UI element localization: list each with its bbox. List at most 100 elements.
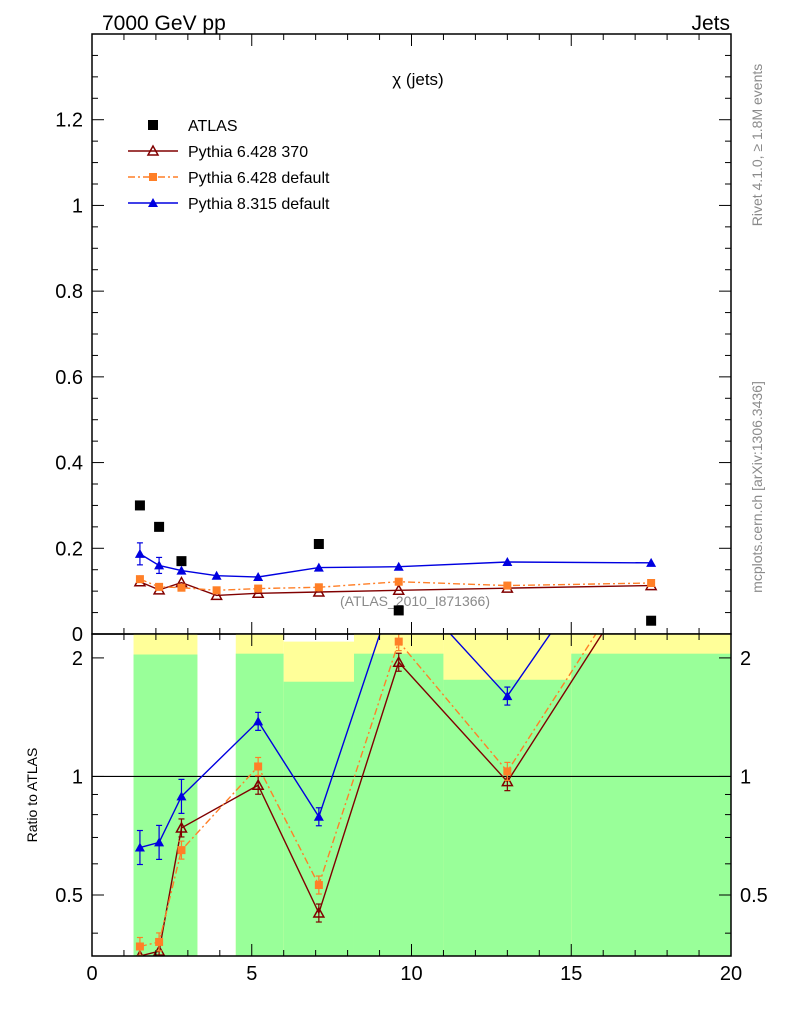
data-point xyxy=(314,583,323,592)
legend-marker xyxy=(148,198,158,207)
legend-entry: Pythia 6.428 370 xyxy=(128,144,308,161)
ratio-y-tick-label-left: 1 xyxy=(72,766,83,788)
main-panel: 0 0.2 0.4 0.6 0.8 1 1.2 (ATLAS_2010_I871366) χ… xyxy=(55,33,732,646)
ratio-point xyxy=(503,767,512,776)
ratio-point xyxy=(251,778,265,790)
data-point xyxy=(253,572,264,581)
data-point xyxy=(392,583,405,596)
ratio-point xyxy=(154,837,165,847)
main-plot-area xyxy=(92,34,731,634)
process-label: Jets xyxy=(691,12,730,35)
data-point xyxy=(134,500,145,511)
ratio-y-tick-labels: 0.5 0.5 1 1 2 2 xyxy=(55,648,768,907)
ratio-point xyxy=(392,655,405,667)
data-point xyxy=(154,560,165,570)
data-point xyxy=(393,605,404,616)
x-tick-label: 15 xyxy=(560,963,582,985)
ratio-point xyxy=(314,881,323,890)
ratio-y-tick-label-right: 0.5 xyxy=(740,885,768,907)
data-point xyxy=(313,539,324,549)
ratio-point xyxy=(134,842,145,852)
main-y-tick-labels: 0 0.2 0.4 0.6 0.8 1 1.2 xyxy=(55,110,83,646)
ratio-point xyxy=(313,811,324,821)
ratio-point xyxy=(176,791,187,801)
data-point xyxy=(176,565,187,575)
ratio-y-tick-label-left: 0.5 xyxy=(55,885,83,907)
uncertainty-bands xyxy=(133,634,731,956)
x-tick-label: 0 xyxy=(86,963,97,985)
data-point xyxy=(212,586,221,595)
main-y-tick-label: 0 xyxy=(72,624,83,646)
data-point xyxy=(647,579,656,587)
legend-entry: ATLAS xyxy=(148,118,238,135)
x-tick-labels: 0 5 10 15 20 xyxy=(86,963,742,985)
green-band xyxy=(133,654,198,956)
green-band xyxy=(235,653,284,956)
series-pythia-6-428-default xyxy=(135,575,656,595)
ratio-frame xyxy=(91,633,732,957)
ratio-y-tick-label-right: 1 xyxy=(740,766,751,788)
data-point xyxy=(646,615,657,626)
data-point xyxy=(394,577,403,586)
data-point xyxy=(502,557,513,566)
data-point xyxy=(176,556,187,567)
analysis-watermark: (ATLAS_2010_I871366) xyxy=(340,593,490,609)
data-point xyxy=(646,557,657,567)
legend-label: Pythia 8.315 default xyxy=(188,196,330,213)
green-band xyxy=(353,653,444,956)
x-tick-label: 10 xyxy=(400,963,422,985)
main-y-tick-label: 1 xyxy=(72,195,83,217)
ratio-point xyxy=(502,691,513,701)
ratio-series-pythia-8-315-default xyxy=(134,634,552,866)
series-atlas xyxy=(134,500,657,626)
data-point xyxy=(155,582,164,591)
x-tick-label: 5 xyxy=(246,963,257,985)
main-y-tick-label: 1.2 xyxy=(55,110,83,132)
legend-entry: Pythia 8.315 default xyxy=(128,196,330,213)
series-line xyxy=(139,578,652,591)
x-tick-label: 20 xyxy=(720,963,742,985)
legend-label: Pythia 6.428 370 xyxy=(188,144,308,161)
data-point xyxy=(251,586,265,599)
main-y-tick-label: 0.6 xyxy=(55,367,83,389)
data-point xyxy=(177,583,186,592)
chart-title: χ (jets) xyxy=(392,70,443,89)
rivet-version-label: Rivet 4.1.0, ≥ 1.8M events xyxy=(749,64,765,227)
ratio-y-axis-label: Ratio to ATLAS xyxy=(24,748,40,843)
green-band xyxy=(571,653,731,956)
data-point xyxy=(254,584,263,593)
data-point xyxy=(134,548,145,558)
data-point xyxy=(503,581,512,590)
series-line xyxy=(139,581,652,597)
data-point xyxy=(312,585,326,597)
data-point xyxy=(313,562,324,572)
data-point xyxy=(210,588,223,601)
legend-marker xyxy=(146,144,160,156)
ratio-point xyxy=(177,846,186,855)
energy-label: 7000 GeV pp xyxy=(102,12,226,35)
ratio-point xyxy=(394,637,403,646)
ratio-line xyxy=(139,634,603,956)
main-y-tick-label: 0.2 xyxy=(55,538,83,560)
legend-entry: Pythia 6.428 default xyxy=(128,170,330,187)
ratio-y-tick-label-right: 2 xyxy=(740,648,751,670)
main-series-group xyxy=(133,500,658,626)
ratio-point xyxy=(312,906,326,918)
series-pythia-8-315-default xyxy=(134,542,657,581)
legend-label: Pythia 6.428 default xyxy=(188,170,330,187)
ratio-point xyxy=(155,937,164,946)
data-point xyxy=(135,575,144,584)
main-y-tick-label: 0.8 xyxy=(55,281,83,303)
data-point xyxy=(154,521,165,532)
ratio-line xyxy=(139,634,552,849)
legend-label: ATLAS xyxy=(188,118,238,135)
legend-marker xyxy=(148,120,158,130)
ratio-point xyxy=(501,775,514,787)
ratio-point xyxy=(254,762,263,771)
legend-marker xyxy=(149,173,157,181)
main-y-tick-label: 0.4 xyxy=(55,453,83,475)
ratio-point xyxy=(175,821,188,833)
ratio-tick-marks xyxy=(91,634,732,956)
mcplots-label: mcplots.cern.ch [arXiv:1306.3436] xyxy=(749,381,765,593)
